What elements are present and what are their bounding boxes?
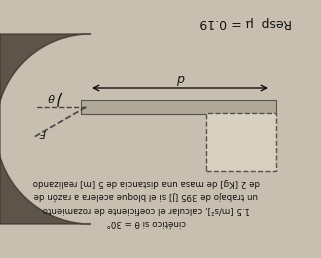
Polygon shape <box>0 34 91 224</box>
Text: θ: θ <box>48 92 55 101</box>
Bar <box>81 100 276 114</box>
Text: 1.5 [m/s²], calcular el coeficiente de rozamiento: 1.5 [m/s²], calcular el coeficiente de r… <box>42 206 250 214</box>
Text: cinético si θ = 30°: cinético si θ = 30° <box>106 219 186 228</box>
Text: d: d <box>176 71 184 85</box>
Text: Resp  μ = 0.19: Resp μ = 0.19 <box>200 15 292 28</box>
Text: F: F <box>39 127 46 137</box>
Text: un trabajo de 395 [J] si el bloque acelera a razón de: un trabajo de 395 [J] si el bloque acele… <box>34 191 258 201</box>
Bar <box>206 113 276 171</box>
Text: de 2 [Kg] de masa una distancia de 5 [m] realizando: de 2 [Kg] de masa una distancia de 5 [m]… <box>32 179 260 188</box>
